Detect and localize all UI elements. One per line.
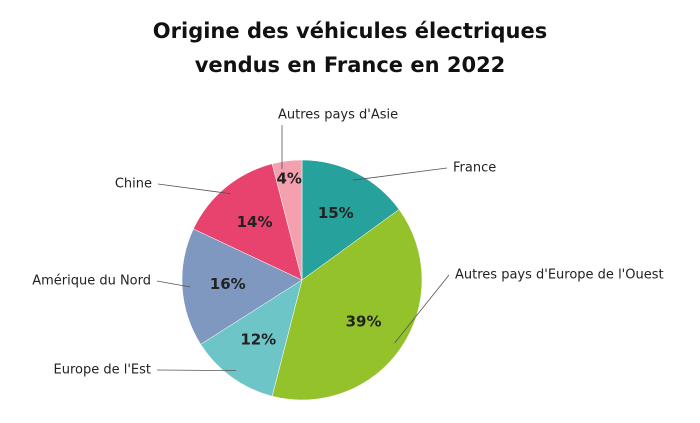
leader-line: [394, 274, 450, 344]
pie-slice: [271, 159, 303, 281]
slice-label: Amérique du Nord: [32, 274, 151, 289]
value-label: 14%: [237, 213, 273, 231]
value-label: 15%: [318, 204, 354, 222]
slice-label: Chine: [115, 177, 152, 192]
slice-label: Europe de l'Est: [54, 363, 152, 378]
pie-slice: [200, 279, 303, 397]
leader-line: [156, 280, 191, 288]
pie-slice: [271, 209, 423, 401]
chart-title: Origine des véhicules électriques vendus…: [152, 19, 548, 77]
value-label: 16%: [210, 275, 246, 293]
leader-line: [156, 369, 237, 372]
leader-line: [352, 167, 448, 181]
value-label: 39%: [346, 312, 382, 330]
slice-label: Autres pays d'Asie: [278, 108, 398, 123]
pie-slice: [193, 163, 303, 281]
leader-line: [157, 183, 231, 195]
pie-slice: [301, 159, 400, 281]
slice-label: France: [453, 161, 496, 176]
slice-label: Autres pays d'Europe de l'Ouest: [455, 268, 664, 283]
pie-slice: [181, 228, 303, 345]
value-label: 4%: [276, 169, 301, 187]
value-label: 12%: [240, 331, 276, 349]
